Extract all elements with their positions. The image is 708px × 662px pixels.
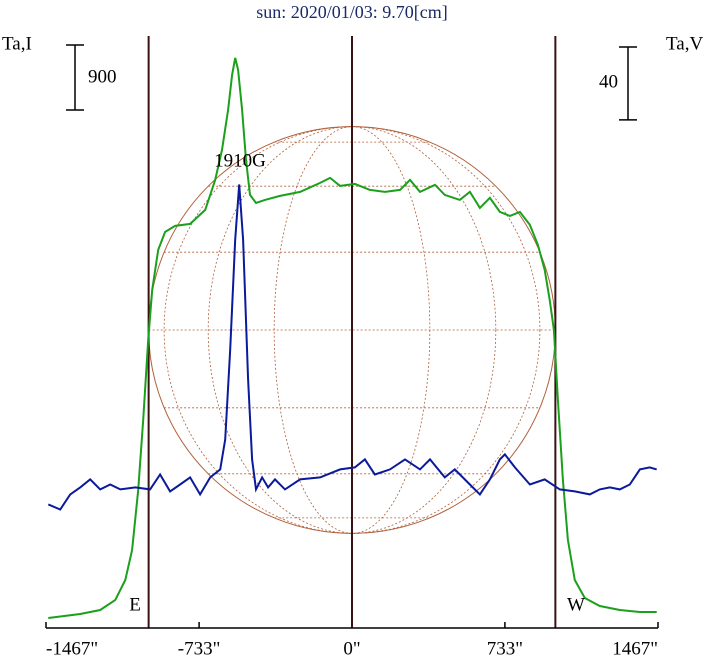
x-tick-label: 0"	[343, 638, 360, 659]
west-label: W	[567, 594, 585, 615]
plot-area	[47, 36, 657, 628]
meridian	[273, 126, 431, 534]
chart-title: sun: 2020/01/03: 9.70[cm]	[256, 2, 448, 22]
x-tick-label: -1467"	[46, 638, 98, 659]
x-tick-label: 1467"	[612, 638, 658, 659]
v-scale-label: 40	[599, 71, 618, 92]
y-axis-label: Ta,I	[2, 33, 32, 54]
meridian	[207, 126, 497, 534]
annotation: 1910G	[214, 150, 266, 171]
series-line	[47, 184, 657, 511]
series-line	[48, 57, 657, 619]
east-label: E	[129, 594, 141, 615]
x-tick-label: 733"	[487, 638, 523, 659]
x-tick-label: -733"	[178, 638, 221, 659]
i-scale-label: 900	[88, 66, 117, 87]
y2-axis-label: Ta,V	[666, 33, 703, 54]
